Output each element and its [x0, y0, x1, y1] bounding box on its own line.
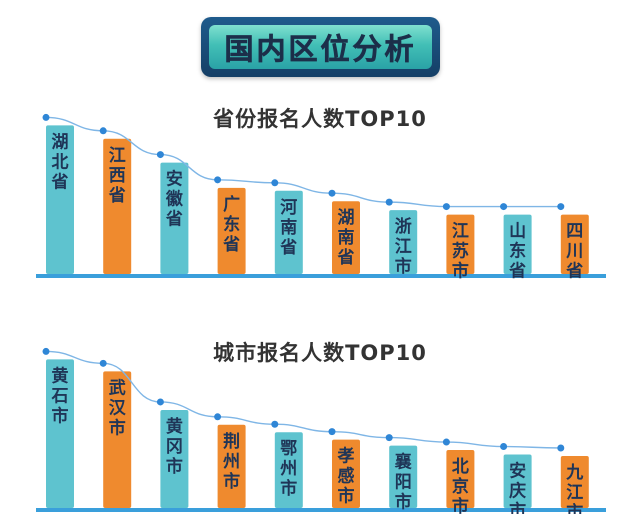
province-trend-line — [45, 116, 561, 208]
city-trend-point — [385, 434, 393, 442]
city-bar — [103, 371, 132, 508]
city-bar-label: 黄冈市 — [166, 416, 183, 477]
city-trend-point — [557, 444, 565, 452]
province-bar — [46, 125, 74, 274]
province-bar — [217, 187, 246, 274]
city-trend-point — [442, 438, 450, 446]
province-bar-label: 湖南省 — [337, 208, 355, 268]
city-bar — [332, 439, 360, 508]
section-banner-inner: 国内区位分析 — [209, 25, 432, 69]
city-bar — [503, 454, 532, 508]
city-trend-point — [156, 398, 164, 406]
city-bar-label: 荆州市 — [222, 431, 240, 492]
province-chart-title: 省份报名人数TOP10 — [213, 107, 427, 131]
province-trend-point — [328, 189, 336, 197]
city-bar — [274, 432, 303, 508]
city-bar — [160, 409, 189, 508]
province-bar-label: 广东省 — [222, 194, 240, 255]
province-bar-label: 江苏市 — [452, 222, 469, 280]
province-bar — [503, 214, 532, 274]
section-banner-title: 国内区位分析 — [224, 32, 417, 67]
province-bar-label: 浙江市 — [395, 216, 412, 277]
city-chart-title: 城市报名人数TOP10 — [213, 341, 427, 365]
province-baseline — [36, 274, 606, 278]
province-bar-label: 安徽省 — [165, 169, 184, 230]
city-trend-point — [500, 443, 508, 451]
province-trend-point — [271, 179, 279, 187]
city-trend-point — [99, 359, 107, 367]
city-baseline — [36, 508, 606, 512]
province-bar-label: 江西省 — [108, 146, 126, 206]
city-bar — [446, 450, 475, 508]
province-trend-point — [442, 203, 450, 211]
city-trend-line — [45, 350, 561, 449]
province-trend-point — [557, 203, 565, 211]
province-bar-label: 山东省 — [508, 222, 526, 280]
province-bar — [274, 190, 303, 274]
city-bar-label: 安庆市 — [509, 461, 526, 514]
province-trend-point — [385, 198, 393, 206]
province-bar — [160, 162, 189, 274]
province-bar-label: 河南省 — [279, 198, 297, 258]
city-bar — [560, 456, 589, 508]
province-trend-point — [99, 127, 107, 135]
province-trend-point — [214, 176, 222, 184]
section-banner: 国内区位分析 — [201, 17, 440, 77]
city-trend-point — [328, 428, 336, 436]
city-bar — [217, 424, 246, 508]
province-bar-label: 四川省 — [565, 222, 583, 280]
city-bar-label: 襄阳市 — [394, 452, 413, 513]
province-trend-point — [500, 203, 508, 211]
city-bar-label: 北京市 — [452, 457, 469, 514]
province-bar-label: 湖北省 — [51, 132, 69, 192]
province-bar — [560, 214, 589, 274]
province-bar — [389, 210, 418, 274]
city-bar-label: 鄂州市 — [279, 439, 297, 499]
city-trend-point — [271, 420, 279, 428]
city-bar-label: 黄石市 — [51, 365, 69, 426]
city-bar — [389, 445, 418, 508]
city-bar-label: 九江市 — [565, 463, 583, 514]
province-bar — [332, 201, 360, 274]
province-bar — [446, 214, 475, 274]
city-trend-point — [214, 413, 222, 421]
province-bar-chart: 湖北省 江西省 安徽省 广东省 河南省 湖南省 浙江市 江苏市 山东省 四川省 — [36, 113, 606, 280]
province-trend-point — [156, 151, 164, 159]
city-bar-chart: 黄石市 武汉市黄冈市 荆州市 鄂州市 孝感市 襄阳市 北京市 安庆市 九江市 — [36, 347, 606, 514]
province-bar — [103, 138, 132, 274]
province-trend-point — [42, 113, 50, 121]
city-bar-label: 孝感市 — [338, 446, 355, 507]
city-bar-label: 武汉市 — [109, 377, 127, 438]
city-trend-point — [42, 347, 50, 355]
city-bar — [46, 359, 74, 508]
